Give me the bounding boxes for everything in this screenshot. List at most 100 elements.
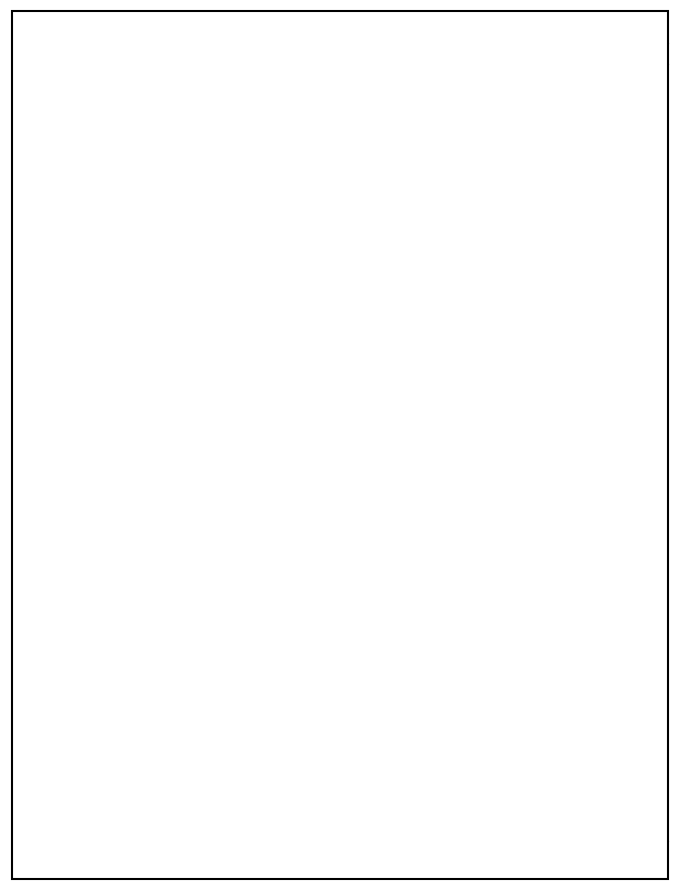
Circle shape — [167, 527, 180, 545]
Text: 21: 21 — [106, 556, 118, 565]
Polygon shape — [291, 251, 349, 407]
Circle shape — [384, 675, 416, 717]
Text: 2: 2 — [85, 684, 92, 695]
Polygon shape — [197, 423, 333, 449]
Circle shape — [41, 299, 74, 342]
Text: 22: 22 — [184, 732, 197, 741]
Circle shape — [113, 470, 146, 513]
Circle shape — [208, 486, 241, 529]
Polygon shape — [333, 561, 537, 587]
Circle shape — [388, 415, 421, 457]
Circle shape — [269, 335, 302, 377]
Circle shape — [59, 509, 70, 523]
Circle shape — [104, 383, 134, 422]
Circle shape — [53, 456, 80, 491]
Text: 26: 26 — [456, 718, 469, 727]
Circle shape — [364, 406, 397, 449]
Circle shape — [371, 117, 404, 159]
Circle shape — [317, 214, 350, 257]
Circle shape — [24, 455, 57, 498]
Polygon shape — [282, 20, 622, 78]
Circle shape — [446, 701, 479, 744]
Text: 7: 7 — [54, 315, 61, 326]
Circle shape — [232, 419, 265, 462]
Circle shape — [241, 737, 273, 780]
Text: 1: 1 — [68, 649, 75, 659]
Circle shape — [137, 483, 146, 496]
Circle shape — [352, 393, 377, 425]
Text: 16: 16 — [327, 231, 339, 240]
Text: Models:   NT156MW: Models: NT156MW — [19, 47, 151, 60]
Text: 5/93: 5/93 — [22, 852, 50, 862]
Text: 28: 28 — [394, 692, 406, 700]
Polygon shape — [107, 390, 146, 409]
Text: 15: 15 — [354, 196, 367, 205]
Text: 27: 27 — [337, 638, 350, 647]
Circle shape — [55, 633, 88, 676]
Text: 30: 30 — [71, 448, 82, 457]
Text: 10: 10 — [35, 472, 47, 481]
Polygon shape — [105, 409, 211, 441]
Polygon shape — [282, 626, 422, 643]
Text: 23: 23 — [123, 487, 135, 496]
Circle shape — [333, 260, 357, 292]
Text: 17: 17 — [286, 451, 299, 460]
Circle shape — [215, 468, 248, 511]
Circle shape — [307, 254, 328, 280]
Circle shape — [299, 242, 337, 292]
Text: 12: 12 — [218, 503, 231, 512]
Circle shape — [450, 703, 464, 721]
Text: Section:  FRESH FOOD COMPARTMENT: Section: FRESH FOOD COMPARTMENT — [22, 25, 261, 36]
Circle shape — [303, 431, 325, 459]
Text: 11: 11 — [381, 134, 394, 142]
Circle shape — [132, 477, 151, 502]
Text: 19: 19 — [242, 436, 254, 445]
Text: 25: 25 — [398, 432, 411, 441]
Circle shape — [160, 579, 193, 622]
Circle shape — [339, 269, 350, 283]
Polygon shape — [67, 220, 349, 327]
Text: 14: 14 — [266, 756, 278, 765]
Circle shape — [35, 499, 67, 542]
Text: 32: 32 — [347, 214, 360, 222]
Text: 9: 9 — [51, 382, 58, 392]
Polygon shape — [211, 400, 224, 441]
Circle shape — [38, 366, 71, 409]
Polygon shape — [197, 449, 292, 467]
Polygon shape — [282, 617, 435, 626]
Text: 6: 6 — [392, 244, 399, 255]
Circle shape — [427, 668, 443, 689]
Circle shape — [327, 621, 360, 664]
Circle shape — [106, 210, 139, 253]
Polygon shape — [333, 587, 496, 788]
Text: 4: 4 — [207, 422, 214, 433]
Text: 20: 20 — [45, 516, 57, 525]
Polygon shape — [282, 78, 524, 834]
Text: A42-387: A42-387 — [606, 852, 658, 862]
Circle shape — [60, 465, 73, 482]
Text: 5: 5 — [119, 226, 126, 237]
Circle shape — [379, 228, 412, 271]
Circle shape — [177, 701, 220, 758]
Circle shape — [343, 239, 357, 256]
Circle shape — [344, 179, 377, 222]
Circle shape — [71, 509, 82, 523]
Circle shape — [188, 716, 209, 744]
Circle shape — [256, 740, 288, 782]
Text: 18: 18 — [279, 352, 292, 360]
Circle shape — [276, 434, 309, 477]
Text: 8: 8 — [228, 484, 235, 495]
Text: 24: 24 — [483, 465, 496, 474]
Polygon shape — [496, 561, 537, 788]
Polygon shape — [299, 271, 347, 285]
Circle shape — [337, 197, 370, 239]
Text: 31: 31 — [375, 423, 387, 432]
Circle shape — [72, 668, 105, 711]
Circle shape — [60, 431, 92, 473]
Circle shape — [111, 392, 127, 413]
Polygon shape — [67, 295, 291, 407]
Circle shape — [446, 449, 454, 459]
Polygon shape — [524, 20, 622, 834]
Circle shape — [194, 406, 227, 449]
Text: 29: 29 — [251, 754, 263, 763]
